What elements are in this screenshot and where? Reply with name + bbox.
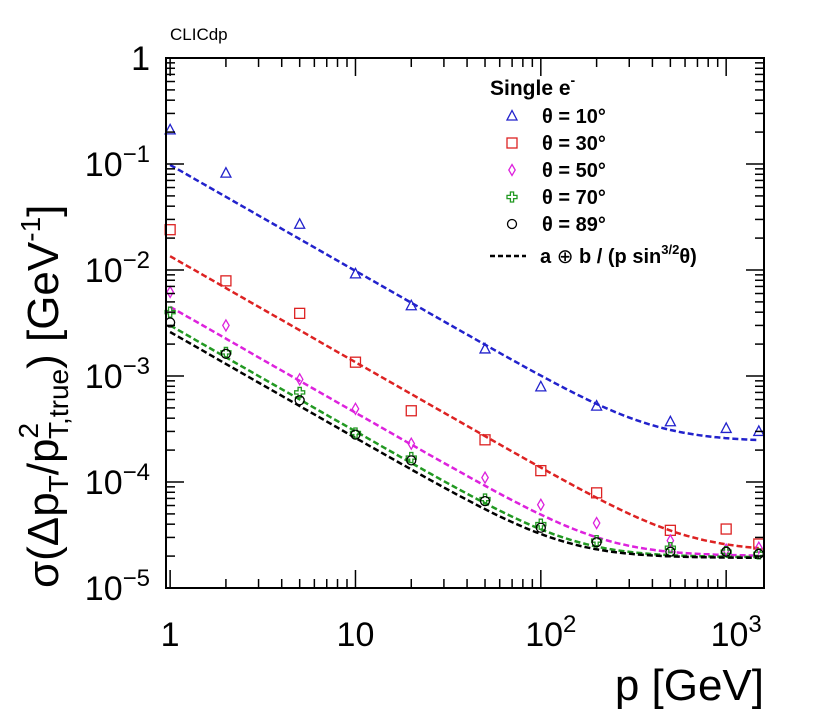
- point-s4-2: [294, 395, 305, 406]
- legend-marker-0: [505, 109, 519, 121]
- point-s0-6: [534, 379, 547, 392]
- legend: Single e- θ = 10° θ = 30° θ = 50° θ = 70° θ …: [490, 72, 697, 268]
- legend-label-2: θ = 50°: [542, 160, 606, 182]
- point-s4-9: [721, 546, 732, 557]
- legend-marker-3: [506, 191, 518, 203]
- legend-label-4: θ = 89°: [542, 214, 606, 236]
- point-s0-5: [478, 342, 492, 354]
- fit-curves: [169, 163, 759, 560]
- fit-curve-2: [169, 305, 759, 557]
- fit-curve-3: [169, 324, 759, 559]
- point-s2-8: [666, 533, 675, 548]
- x-axis-title: p [GeV]: [615, 661, 764, 710]
- y-axis-title: σ(ΔpT/p2T,true) [GeV-1]: [13, 205, 74, 588]
- y-title-unit-close: ]: [19, 205, 68, 217]
- y-tick-label-2: 10−2: [85, 247, 150, 290]
- point-s3-1: [220, 346, 232, 359]
- y-title-sup-2: 2: [13, 423, 44, 439]
- point-s4-7: [591, 537, 602, 548]
- point-s2-6: [536, 497, 545, 512]
- point-s0-0: [164, 122, 177, 135]
- x-tick-label-0: 1: [161, 616, 180, 654]
- point-s1-5: [479, 434, 491, 446]
- point-s1-3: [349, 356, 362, 368]
- y-title-sigma: σ(Δp: [19, 492, 68, 588]
- y-title-unit-sup: -1: [15, 217, 46, 242]
- y-title-unit-open: ) [GeV: [19, 241, 68, 369]
- point-s0-7: [590, 399, 603, 411]
- y-tick-label-0: 1: [131, 40, 150, 78]
- legend-label-3: θ = 70°: [542, 187, 606, 209]
- point-s2-3: [351, 402, 360, 416]
- fit-label-oplus: ⊕: [557, 246, 574, 268]
- y-tick-label-4: 10−4: [85, 459, 150, 502]
- y-tick-label-3: 10−3: [85, 353, 150, 396]
- legend-marker-4: [506, 218, 518, 230]
- point-s4-3: [350, 429, 361, 440]
- point-s3-6: [535, 518, 547, 530]
- axes: [165, 57, 765, 589]
- point-s0-2: [293, 217, 306, 229]
- tick-marks: [166, 57, 764, 589]
- point-s2-5: [481, 470, 489, 485]
- point-s1-1: [220, 275, 232, 287]
- point-s3-9: [720, 546, 732, 558]
- point-s2-1: [221, 318, 230, 333]
- point-s3-3: [349, 427, 362, 439]
- point-s4-6: [535, 522, 546, 533]
- point-s3-7: [590, 534, 603, 547]
- point-s2-10: [754, 540, 763, 555]
- point-s0-8: [664, 414, 677, 427]
- point-s1-9: [720, 523, 732, 535]
- point-s0-4: [405, 298, 418, 311]
- point-s1-2: [294, 307, 306, 319]
- fit-label-theta: θ): [679, 246, 696, 268]
- point-s0-3: [349, 266, 362, 279]
- tick-labels: 1 10 102 103 1 10−1 10−2 10−3 10−4 10−5: [85, 40, 762, 654]
- legend-label-1: θ = 30°: [542, 133, 606, 155]
- y-tick-label-1: 10−1: [85, 141, 150, 184]
- x-tick-label-1: 10: [337, 616, 375, 654]
- point-s4-8: [665, 546, 676, 557]
- fit-curve-1: [169, 255, 759, 550]
- y-title-sub-ttrue: T,true: [43, 369, 74, 439]
- fit-label-b: b / (p sin: [573, 246, 661, 268]
- point-s2-4: [407, 436, 416, 451]
- fit-curve-4: [169, 330, 759, 560]
- y-title-slash: /p: [19, 439, 68, 476]
- legend-label-0: θ = 10°: [542, 106, 606, 128]
- legend-header-sup: -: [571, 72, 576, 88]
- point-s1-7: [590, 487, 603, 499]
- point-s1-6: [535, 464, 547, 477]
- point-s4-5: [479, 495, 491, 507]
- fit-label-a: a: [540, 246, 557, 268]
- legend-header-text: Single e: [490, 77, 571, 100]
- x-tick-label-2: 102: [525, 611, 576, 654]
- clicdp-tag: CLICdp: [170, 25, 228, 44]
- y-title-sub-t: T: [43, 475, 74, 492]
- y-tick-label-5: 10−5: [85, 565, 150, 608]
- point-s4-1: [220, 348, 232, 359]
- point-s0-1: [219, 166, 233, 178]
- point-s0-9: [720, 421, 733, 434]
- point-s3-2: [294, 386, 306, 399]
- point-s2-2: [295, 372, 304, 387]
- data-points: [164, 122, 765, 560]
- legend-marker-1: [506, 137, 518, 149]
- point-s3-10: [753, 548, 765, 560]
- legend-marker-2: [508, 163, 516, 177]
- legend-fit-label: a ⊕ b / (p sin3/2θ): [540, 242, 697, 268]
- plot-frame: [165, 57, 765, 589]
- fit-curve-0: [169, 163, 759, 442]
- x-tick-label-3: 103: [711, 611, 762, 654]
- legend-header: Single e-: [490, 72, 576, 100]
- point-s3-8: [664, 542, 677, 554]
- fit-label-sup: 3/2: [661, 242, 679, 257]
- point-s2-0: [166, 285, 175, 299]
- point-s2-7: [592, 516, 601, 530]
- point-s1-4: [405, 405, 417, 417]
- point-s4-4: [406, 455, 417, 466]
